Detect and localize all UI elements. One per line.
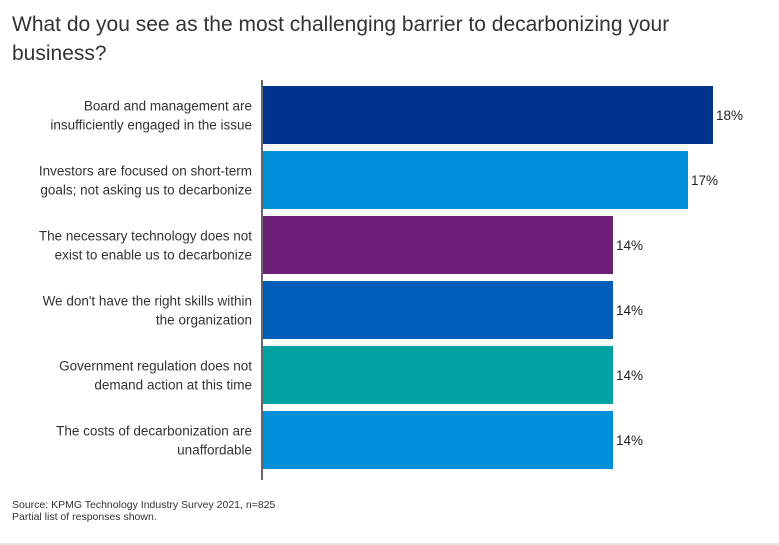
bar-6	[263, 411, 613, 469]
category-labels-group: Board and management are insufficiently e…	[39, 99, 252, 458]
category-label-1: Board and management are insufficiently e…	[50, 99, 252, 133]
bar-1	[263, 86, 713, 144]
category-label-4: We don't have the right skills within the…	[43, 294, 252, 328]
partial-list-note: Partial list of responses shown.	[12, 511, 157, 523]
category-label-5: Government regulation does not demand act…	[59, 359, 252, 393]
bar-2	[263, 151, 688, 209]
category-label-6: The costs of decarbonization are unafford…	[56, 424, 252, 458]
bar-5	[263, 346, 613, 404]
category-label-3: The necessary technology does not exist t…	[39, 229, 252, 263]
value-label-2: 17%	[691, 173, 718, 188]
category-label-2: Investors are focused on short-term goals…	[39, 164, 252, 198]
value-label-1: 18%	[716, 108, 743, 123]
value-label-4: 14%	[616, 303, 643, 318]
source-note: Source: KPMG Technology Industry Survey …	[12, 499, 276, 511]
value-label-3: 14%	[616, 238, 643, 253]
value-label-6: 14%	[616, 433, 643, 448]
bottom-border	[0, 543, 779, 545]
bar-4	[263, 281, 613, 339]
bars-group	[263, 86, 713, 469]
chart-title: What do you see as the most challenging …	[12, 13, 670, 65]
value-label-5: 14%	[616, 368, 643, 383]
footer: Source: KPMG Technology Industry Survey …	[12, 499, 275, 523]
bar-3	[263, 216, 613, 274]
value-labels-group: 18% 17% 14% 14% 14% 14%	[616, 108, 743, 448]
